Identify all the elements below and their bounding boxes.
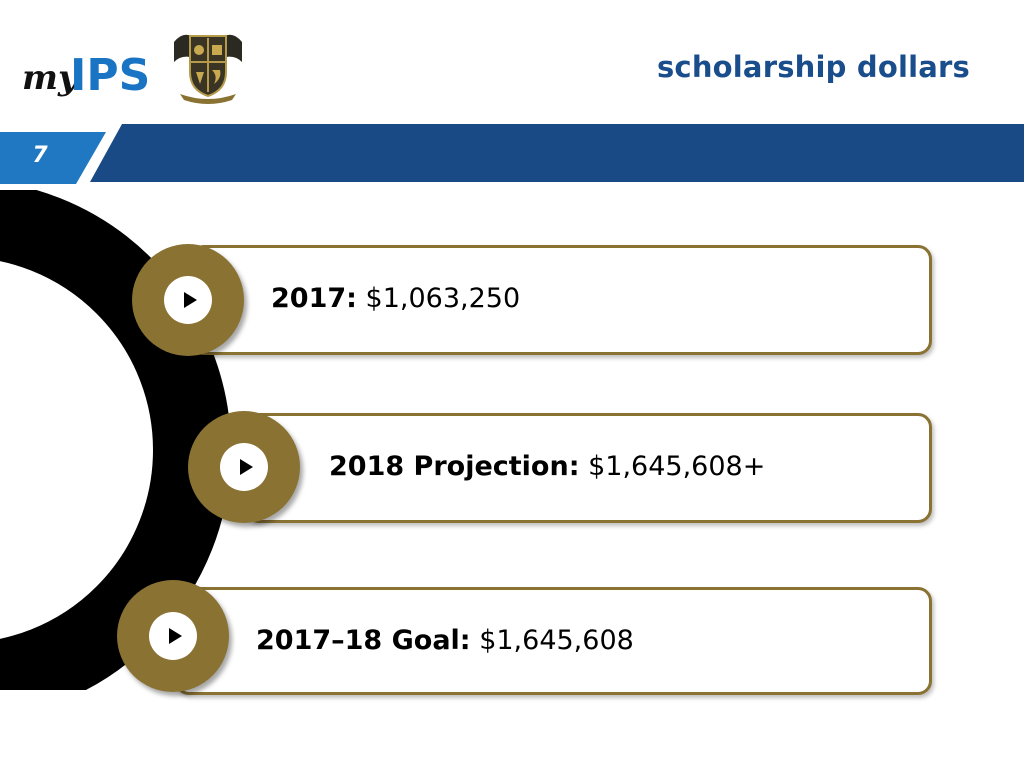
slide-title: scholarship dollars xyxy=(656,50,970,84)
school-crest-icon xyxy=(174,34,242,104)
myips-logo: my IPS xyxy=(22,50,150,101)
item-label: 2017–18 Goal: xyxy=(256,625,471,656)
item-label: 2018 Projection: xyxy=(329,451,580,482)
item-value: $1,645,608 xyxy=(479,625,634,656)
item-text-3: 2017–18 Goal: $1,645,608 xyxy=(256,625,634,656)
item-value: $1,063,250 xyxy=(365,283,521,314)
header-banner xyxy=(0,124,1024,184)
item-card-3 xyxy=(175,587,932,695)
item-label: 2017: xyxy=(271,283,357,314)
slide-number-tab xyxy=(0,132,106,184)
item-bullet-1 xyxy=(132,244,244,356)
item-text-2: 2018 Projection: $1,645,608+ xyxy=(329,451,765,482)
item-bullet-2 xyxy=(188,411,300,523)
item-value: $1,645,608+ xyxy=(588,451,766,482)
slide-number: 7 xyxy=(32,143,48,168)
item-card-2 xyxy=(245,413,932,523)
banner-bar xyxy=(90,124,1024,182)
play-icon xyxy=(168,628,182,644)
item-bullet-3 xyxy=(117,580,229,692)
item-text-1: 2017: $1,063,250 xyxy=(271,283,520,314)
logo-ips-text: IPS xyxy=(70,50,150,101)
logo-my-text: my xyxy=(22,58,80,98)
play-icon xyxy=(239,459,253,475)
play-icon xyxy=(183,292,197,308)
